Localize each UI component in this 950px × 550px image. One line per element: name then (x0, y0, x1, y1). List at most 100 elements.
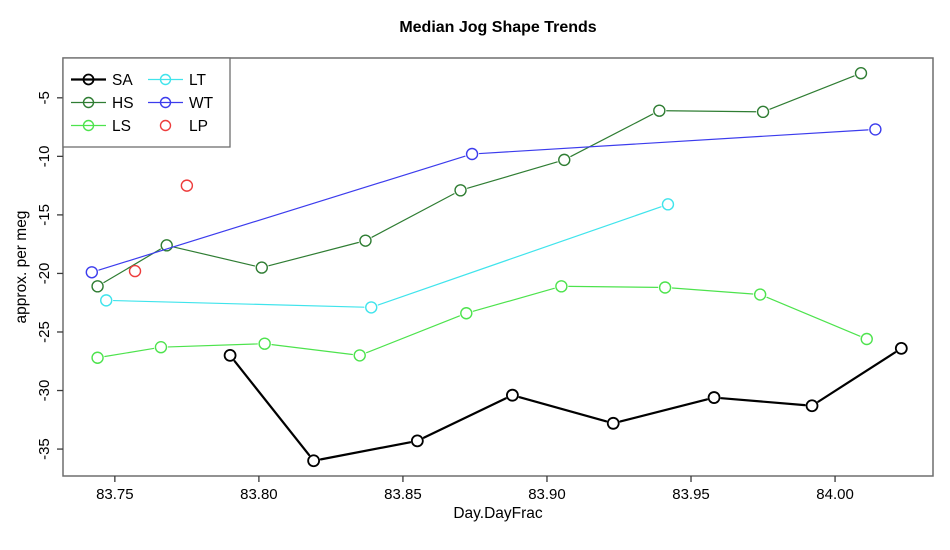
chart-title: Median Jog Shape Trends (399, 19, 597, 36)
series-SA-point (805, 399, 819, 413)
y-tick-label: -20 (36, 263, 53, 285)
x-tick-label: 83.95 (672, 486, 710, 503)
legend-marker-HS (82, 96, 95, 109)
x-tick-label: 84.00 (816, 486, 854, 503)
series-LS-segment (472, 287, 555, 312)
series-LS-segment (104, 347, 155, 358)
series-LP (128, 179, 194, 278)
series-LS-point (353, 349, 366, 362)
series-HS-segment (467, 161, 558, 189)
series-LT-segment (113, 299, 365, 308)
series-WT-segment (478, 129, 869, 155)
series-HS-point (558, 153, 571, 167)
y-tick-label: -25 (36, 321, 53, 343)
legend-item-LT: LT (148, 72, 206, 89)
series-HS-point (359, 234, 372, 247)
series-HS-point (91, 280, 104, 293)
legend-marker-SA (82, 73, 95, 86)
series-HS-segment (769, 75, 855, 110)
series-SA-point (410, 434, 424, 448)
series-SA-point (606, 416, 620, 430)
series-LS-point (91, 351, 104, 364)
legend-marker-LT (159, 73, 172, 86)
legend-label-HS: HS (112, 95, 134, 112)
x-tick-label: 83.75 (96, 486, 134, 503)
y-tick-label: -15 (36, 204, 53, 226)
series-LS-point (460, 307, 473, 320)
series-HS-point (255, 261, 268, 274)
legend-item-LS: LS (71, 118, 131, 135)
series-LT-point (100, 294, 113, 307)
legend-label-LS: LS (112, 118, 131, 135)
series-SA-point (894, 341, 908, 355)
series-LS-point (753, 288, 767, 301)
y-tick-label: -10 (36, 146, 53, 168)
series-LS-segment (167, 343, 258, 348)
plot-border (62, 57, 934, 477)
series-HS-segment (268, 241, 359, 267)
series-SA-segment (518, 396, 608, 423)
series-SA-point (223, 349, 237, 362)
x-tick-label: 83.80 (240, 486, 278, 503)
series-LS-segment (568, 285, 659, 289)
series-HS-point (160, 239, 173, 252)
series-HS-point (854, 67, 868, 80)
legend-item-HS: HS (71, 95, 134, 112)
series-LT-segment (377, 206, 662, 306)
y-tick-label: -5 (36, 91, 53, 104)
legend-item-WT: WT (148, 95, 214, 112)
series-LS-segment (766, 296, 861, 337)
series-LS-point (658, 281, 672, 294)
series-HS-point (756, 105, 770, 119)
legend-item-SA: SA (71, 72, 133, 89)
series-HS-segment (666, 110, 757, 113)
series-SA-point (307, 454, 321, 468)
series-WT-segment (98, 155, 466, 271)
series-WT-point (869, 123, 882, 136)
series-HS-point (653, 104, 666, 117)
series-SA-segment (422, 397, 507, 439)
y-tick-label: -35 (36, 438, 53, 460)
series-LS-segment (271, 343, 353, 356)
series-LP-point (128, 264, 142, 278)
y-tick-label: -30 (36, 380, 53, 402)
x-tick-label: 83.85 (384, 486, 422, 503)
legend-item-LP: LP (159, 118, 208, 135)
series-WT (85, 123, 882, 279)
series-LS-point (860, 332, 873, 346)
series-LS-point (555, 280, 568, 293)
series-LS (91, 280, 873, 364)
series-LT (100, 198, 675, 314)
legend-label-SA: SA (112, 72, 133, 89)
series-SA-segment (817, 351, 897, 403)
x-tick-label: 83.90 (528, 486, 566, 503)
series-HS-segment (570, 113, 654, 158)
series-HS-segment (371, 193, 455, 238)
series-SA-segment (233, 360, 311, 457)
series-LT-point (365, 301, 378, 314)
legend-marker-LS (82, 119, 95, 132)
series-SA-segment (720, 397, 806, 407)
series-LP-point (180, 179, 194, 192)
legend-marker-LP (159, 119, 172, 132)
series-WT-point (465, 147, 479, 161)
series-HS-segment (173, 246, 256, 267)
series-LS-segment (671, 287, 754, 295)
legend-label-LT: LT (189, 72, 206, 89)
series-WT-point (85, 266, 99, 279)
series-SA-segment (319, 441, 412, 461)
legend-label-LP: LP (189, 118, 208, 135)
series-LS-point (258, 337, 271, 350)
legend-label-WT: WT (189, 95, 214, 112)
series-SA-segment (619, 398, 708, 423)
series-SA (223, 341, 908, 468)
series-LS-point (154, 341, 168, 354)
legend-marker-WT (159, 96, 172, 109)
series-SA-point (506, 388, 519, 402)
series-SA-point (707, 391, 721, 404)
series-LT-point (661, 198, 675, 211)
series-LS-segment (366, 315, 461, 354)
series-HS-point (454, 184, 467, 197)
